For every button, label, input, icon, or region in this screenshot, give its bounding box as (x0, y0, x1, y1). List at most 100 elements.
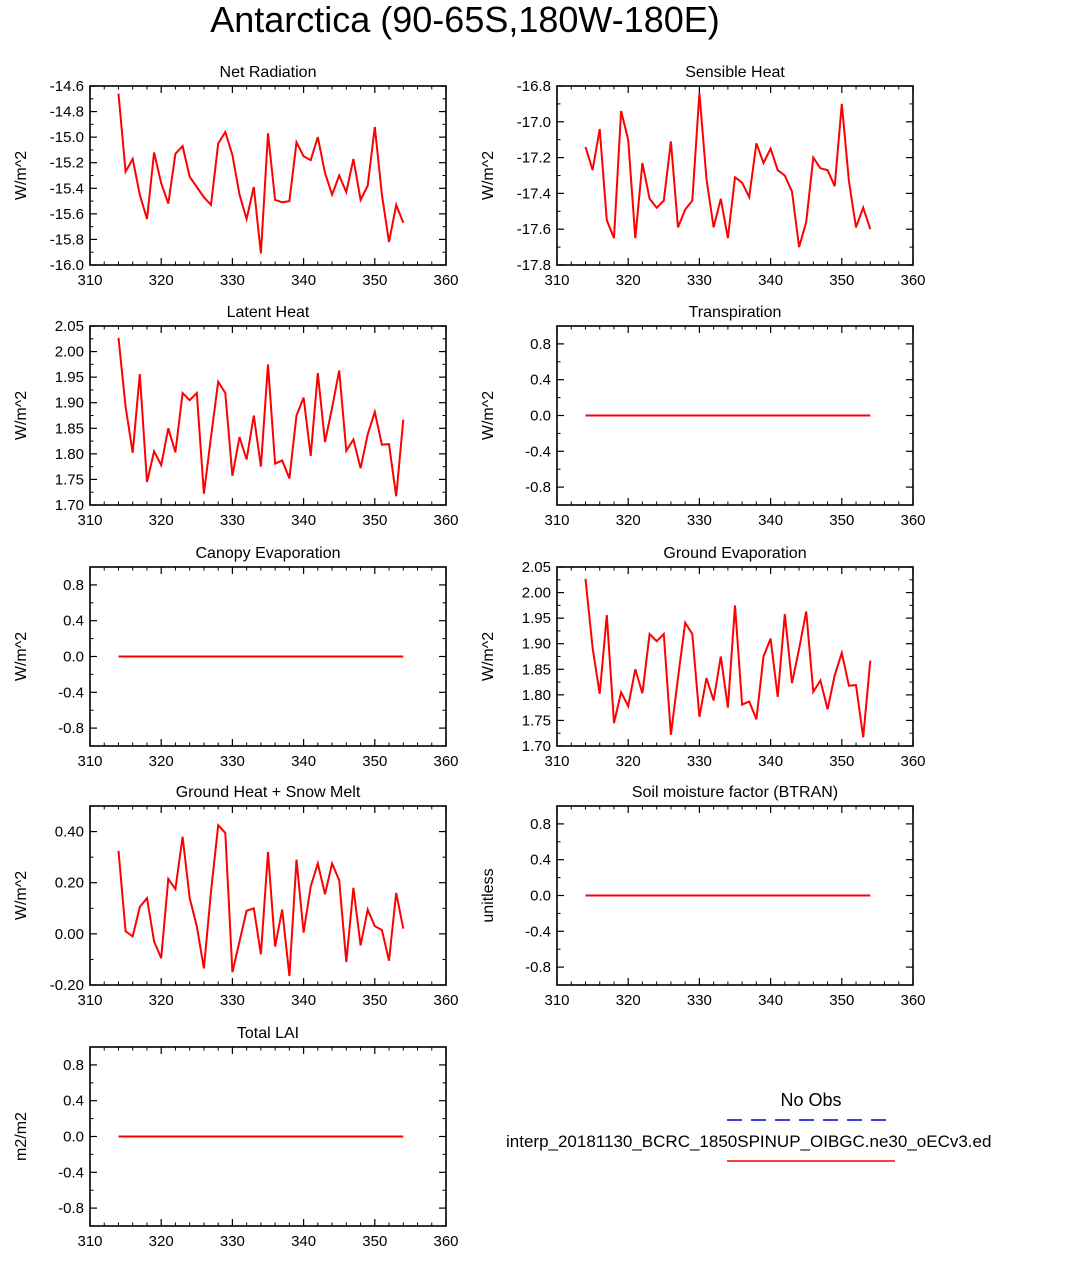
y-tick-label: 2.05 (522, 559, 551, 576)
x-tick-label: 330 (687, 992, 712, 1009)
y-tick-label: 1.75 (522, 712, 551, 729)
y-tick-label: 0.0 (530, 888, 551, 905)
x-tick-label: 360 (433, 512, 458, 529)
x-tick-label: 340 (758, 272, 783, 289)
x-tick-label: 340 (291, 512, 316, 529)
x-tick-label: 310 (544, 753, 569, 770)
y-axis-label: unitless (480, 868, 497, 922)
series-line-latent-heat (117, 337, 405, 497)
x-tick-label: 350 (362, 992, 387, 1009)
y-tick-label: 0.0 (63, 649, 84, 666)
panel-canopy-evaporation: Canopy Evaporation 310 320 330 340 350 360 -0.8… (13, 545, 459, 770)
y-axis-label: W/m^2 (480, 391, 497, 440)
panel-transpiration: Transpiration 310 320 330 340 350 360 -0.8 -0.4 0… (480, 304, 926, 529)
x-tick-label: 310 (544, 272, 569, 289)
y-tick-label: -17.8 (517, 257, 551, 274)
x-tick-label: 330 (687, 512, 712, 529)
x-tick-label: 360 (433, 272, 458, 289)
y-tick-label: -15.6 (50, 206, 84, 223)
y-axis-label: W/m^2 (480, 632, 497, 681)
x-tick-label: 360 (900, 272, 925, 289)
y-tick-label: -0.4 (525, 923, 551, 940)
y-tick-label: -0.8 (525, 479, 551, 496)
x-tick-label: 320 (149, 753, 174, 770)
x-tick-label: 310 (77, 272, 102, 289)
y-tick-label: 0.4 (63, 1093, 84, 1110)
panel-title: Total LAI (237, 1025, 299, 1042)
y-tick-label: 1.80 (55, 446, 84, 463)
y-tick-label: -16.8 (517, 78, 551, 95)
panel-title: Ground Heat + Snow Melt (176, 784, 361, 801)
x-tick-label: 360 (900, 992, 925, 1009)
x-tick-label: 320 (616, 512, 641, 529)
panel-title: Ground Evaporation (663, 545, 806, 562)
legend-label-case: interp_20181130_BCRC_1850SPINUP_OIBGC.ne… (506, 1132, 991, 1151)
series-line-sensible-heat (584, 93, 872, 248)
y-axis-label: W/m^2 (480, 151, 497, 200)
panel-title: Sensible Heat (685, 64, 785, 81)
panel-title: Transpiration (689, 304, 782, 321)
x-tick-label: 330 (687, 753, 712, 770)
y-tick-label: 1.95 (522, 610, 551, 627)
x-tick-label: 310 (544, 512, 569, 529)
y-tick-label: -15.4 (50, 180, 84, 197)
x-tick-label: 320 (616, 753, 641, 770)
y-tick-label: -14.8 (50, 104, 84, 121)
x-tick-label: 360 (433, 753, 458, 770)
y-tick-label: -0.4 (525, 443, 551, 460)
x-tick-label: 350 (362, 512, 387, 529)
x-tick-label: 330 (220, 753, 245, 770)
panel-title: Net Radiation (220, 64, 317, 81)
y-tick-label: 0.4 (530, 852, 551, 869)
panel-total-lai: Total LAI 310 320 330 340 350 360 -0.8 -0.4 0.0 0.… (13, 1025, 459, 1250)
legend: No Obs interp_20181130_BCRC_1850SPINUP_OI… (506, 1090, 991, 1162)
x-tick-label: 340 (758, 753, 783, 770)
series-line-ground-evaporation (584, 578, 872, 738)
plot-frame (556, 85, 914, 266)
y-tick-label: 1.90 (55, 395, 84, 412)
y-tick-label: 0.00 (55, 926, 84, 943)
x-tick-label: 350 (829, 753, 854, 770)
y-tick-label: -0.4 (58, 684, 84, 701)
x-tick-label: 320 (149, 512, 174, 529)
y-tick-label: -17.4 (517, 185, 551, 202)
y-tick-label: 1.95 (55, 369, 84, 386)
x-tick-label: 310 (544, 992, 569, 1009)
y-tick-label: 1.85 (55, 420, 84, 437)
y-tick-label: -0.4 (58, 1164, 84, 1181)
panel-title: Soil moisture factor (BTRAN) (632, 784, 838, 801)
legend-label-obs: No Obs (780, 1090, 841, 1110)
x-tick-label: 330 (220, 1233, 245, 1250)
plot-frame (89, 805, 447, 986)
x-tick-label: 340 (758, 992, 783, 1009)
y-tick-label: 0.8 (530, 816, 551, 833)
panel-sensible-heat: Sensible Heat 310 320 330 340 350 360 -17.8 -17.… (480, 64, 926, 289)
y-tick-label: -0.8 (58, 720, 84, 737)
panel-title: Canopy Evaporation (196, 545, 341, 562)
x-tick-label: 340 (758, 512, 783, 529)
x-tick-label: 320 (616, 992, 641, 1009)
y-tick-label: 1.80 (522, 687, 551, 704)
y-tick-label: 1.85 (522, 661, 551, 678)
panel-ground-evaporation: Ground Evaporation 310 320 330 340 350 360 1.70… (480, 545, 926, 770)
x-tick-label: 350 (362, 1233, 387, 1250)
y-tick-label: 0.0 (530, 408, 551, 425)
x-tick-label: 330 (220, 992, 245, 1009)
y-tick-label: -0.20 (50, 977, 84, 994)
y-axis-label: W/m^2 (13, 632, 30, 681)
x-tick-label: 350 (829, 272, 854, 289)
x-tick-label: 310 (77, 512, 102, 529)
x-tick-label: 340 (291, 992, 316, 1009)
y-tick-label: 1.70 (55, 497, 84, 514)
x-tick-label: 320 (149, 992, 174, 1009)
y-tick-label: -0.8 (58, 1200, 84, 1217)
x-tick-label: 350 (829, 992, 854, 1009)
x-tick-label: 320 (149, 272, 174, 289)
y-tick-label: 0.20 (55, 875, 84, 892)
x-tick-label: 350 (362, 272, 387, 289)
x-tick-label: 360 (433, 992, 458, 1009)
y-tick-label: -15.2 (50, 155, 84, 172)
y-tick-label: 2.05 (55, 318, 84, 335)
y-tick-label: -15.0 (50, 129, 84, 146)
panel-ground-heat-snow-melt: Ground Heat + Snow Melt 310 320 330 340 350 36… (13, 784, 459, 1009)
